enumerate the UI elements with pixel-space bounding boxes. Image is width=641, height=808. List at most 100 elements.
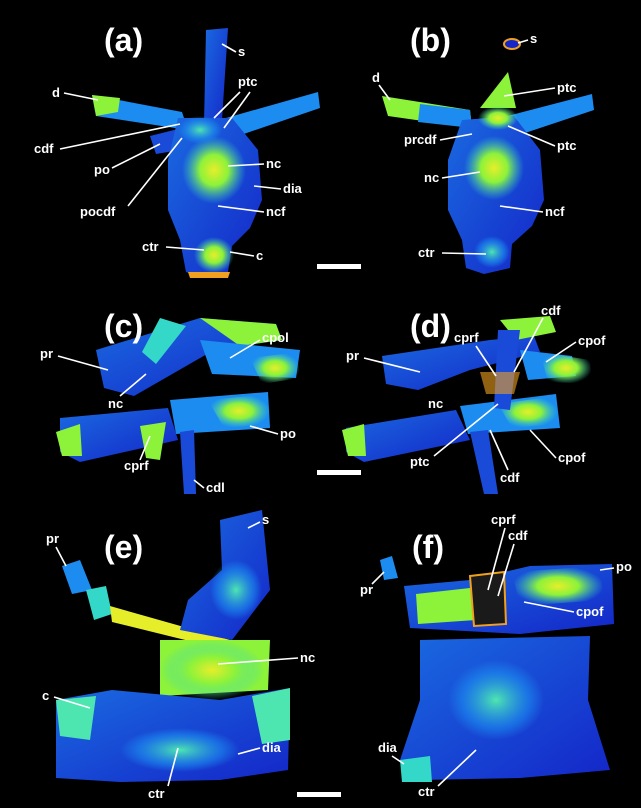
- leader-e-s: [247, 521, 261, 529]
- leader-f-ctr: [437, 749, 477, 787]
- label-d-cdf-bottom: cdf: [500, 470, 520, 485]
- label-e-s: s: [262, 512, 269, 527]
- panel-f: (f) cprf cdf po pr cpof dia ctr: [360, 512, 632, 799]
- scale-bar-top: [317, 264, 361, 269]
- leader-a-d: [63, 92, 99, 101]
- leader-c-cprf: [139, 435, 151, 461]
- leader-d-ptc: [433, 403, 499, 457]
- leader-f-cpof: [523, 601, 575, 613]
- label-e-pr: pr: [46, 531, 59, 546]
- label-e-nc: nc: [300, 650, 315, 665]
- panel-b: (b) s d ptc prcdf ptc nc ncf ctr: [372, 22, 594, 274]
- label-a-ptc: ptc: [238, 74, 258, 89]
- label-f-dia: dia: [378, 740, 398, 755]
- leader-a-ctr: [165, 246, 205, 251]
- specimen-a: [92, 28, 320, 278]
- label-d-cdf-top: cdf: [541, 303, 561, 318]
- leader-d-cpof-top: [545, 341, 577, 363]
- label-a-s: s: [238, 44, 245, 59]
- label-a-pocdf: pocdf: [80, 204, 116, 219]
- scale-bar-middle: [317, 470, 361, 475]
- label-b-nc: nc: [424, 170, 439, 185]
- leader-b-ptc-top: [503, 87, 556, 97]
- label-b-s: s: [530, 31, 537, 46]
- leader-a-ncf: [217, 205, 265, 213]
- specimen-c: [56, 318, 300, 494]
- label-b-ncf: ncf: [545, 204, 565, 219]
- label-a-dia: dia: [283, 181, 303, 196]
- leader-b-s: [517, 39, 529, 44]
- leader-c-cpol: [229, 339, 261, 359]
- leader-e-pr: [55, 546, 67, 567]
- panel-f-letter: (f): [412, 529, 444, 565]
- leader-d-cdf-top: [513, 317, 544, 373]
- leader-c-pr: [57, 355, 109, 371]
- specimen-e: [56, 510, 290, 782]
- label-e-c: c: [42, 688, 49, 703]
- leader-f-cdf: [497, 543, 515, 597]
- label-a-c: c: [256, 248, 263, 263]
- label-b-prcdf: prcdf: [404, 132, 437, 147]
- leader-f-pr: [371, 571, 385, 585]
- panel-e: (e) s pr nc c dia ctr: [42, 510, 315, 801]
- label-a-nc: nc: [266, 156, 281, 171]
- label-c-cpol: cpol: [262, 330, 289, 345]
- label-c-pr: pr: [40, 346, 53, 361]
- panel-e-letter: (e): [104, 529, 143, 565]
- panel-a-letter: (a): [104, 22, 143, 58]
- label-c-nc: nc: [108, 396, 123, 411]
- panel-c: (c) pr cpol nc po cprf cdl: [40, 308, 300, 495]
- label-d-cpof-bottom: cpof: [558, 450, 586, 465]
- label-d-pr: pr: [346, 348, 359, 363]
- specimen-f: [380, 556, 614, 782]
- leader-a-pocdf: [127, 137, 183, 207]
- label-b-ptc-top: ptc: [557, 80, 577, 95]
- leader-e-dia: [237, 747, 261, 755]
- label-d-cpof-top: cpof: [578, 333, 606, 348]
- label-f-cprf: cprf: [491, 512, 516, 527]
- leader-d-cprf: [475, 345, 497, 377]
- label-d-cprf: cprf: [454, 330, 479, 345]
- leader-c-po: [249, 425, 279, 435]
- label-f-po: po: [616, 559, 632, 574]
- leader-b-nc: [441, 171, 481, 179]
- leader-b-ptc-right: [507, 125, 556, 147]
- label-b-ptc-right: ptc: [557, 138, 577, 153]
- leader-e-nc: [217, 657, 299, 665]
- leader-a-cdf: [59, 123, 181, 150]
- leader-e-ctr: [167, 747, 179, 787]
- leader-a-ptc-2: [223, 91, 251, 129]
- label-c-po: po: [280, 426, 296, 441]
- panel-b-letter: (b): [410, 22, 451, 58]
- label-d-nc: nc: [428, 396, 443, 411]
- leader-c-nc: [119, 373, 147, 397]
- label-f-cdf: cdf: [508, 528, 528, 543]
- label-c-cprf: cprf: [124, 458, 149, 473]
- label-f-pr: pr: [360, 582, 373, 597]
- label-c-cdl: cdl: [206, 480, 225, 495]
- leader-e-c: [53, 696, 91, 709]
- label-f-cpof: cpof: [576, 604, 604, 619]
- label-a-d: d: [52, 85, 60, 100]
- leader-d-cdf-bottom: [489, 429, 509, 471]
- scale-bar-bottom: [297, 792, 341, 797]
- leader-a-ptc-1: [213, 91, 241, 119]
- label-f-ctr: ctr: [418, 784, 435, 799]
- leader-c-cdl: [193, 479, 205, 489]
- leader-a-po: [111, 143, 161, 169]
- leader-f-dia: [391, 755, 405, 765]
- specimen-d: [342, 316, 592, 494]
- leader-a-c: [229, 251, 255, 257]
- panel-d: (d) cdf cprf cpof pr nc ptc cdf cpof: [342, 303, 606, 494]
- label-e-ctr: ctr: [148, 786, 165, 801]
- leader-f-po: [599, 567, 615, 571]
- leader-a-dia: [253, 185, 282, 190]
- label-a-cdf: cdf: [34, 141, 54, 156]
- leader-b-ncf: [499, 205, 544, 213]
- leader-d-pr: [363, 357, 421, 373]
- leader-a-s: [221, 43, 237, 53]
- label-a-ncf: ncf: [266, 204, 286, 219]
- leader-d-cpof-bottom: [529, 429, 557, 459]
- leader-b-prcdf: [439, 133, 473, 141]
